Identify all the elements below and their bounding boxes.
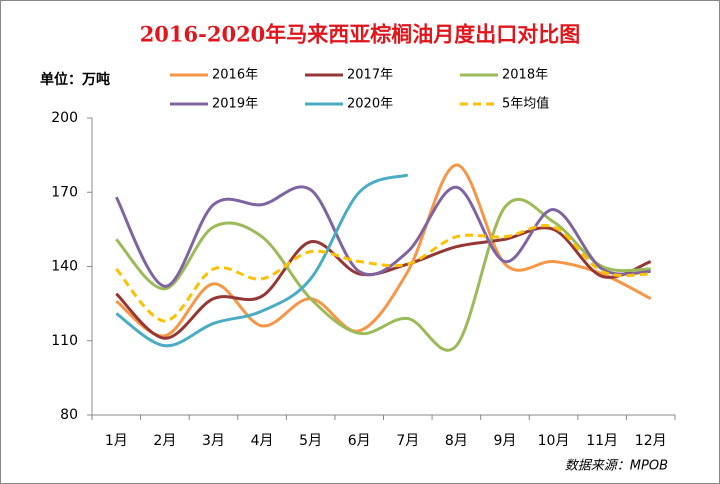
y-tick-label: 200: [51, 110, 78, 126]
x-tick-label: 9月: [493, 433, 516, 449]
y-tick-label: 140: [51, 259, 78, 275]
y-tick-label: 170: [51, 184, 78, 200]
x-tick-label: 2月: [153, 433, 176, 449]
legend-label: 2016年: [212, 68, 258, 83]
legend-label: 2017年: [347, 68, 393, 83]
legend-label: 2020年: [347, 97, 393, 112]
y-tick-label: 110: [51, 333, 78, 349]
x-tick-label: 11月: [586, 433, 618, 449]
x-tick-label: 7月: [396, 433, 419, 449]
x-tick-label: 12月: [635, 433, 667, 449]
x-tick-label: 3月: [202, 433, 225, 449]
legend-label: 2018年: [502, 68, 548, 83]
y-axis-label: 单位：万吨: [40, 71, 110, 88]
legend-label: 5年均值: [502, 96, 549, 112]
chart-title: 2016-2020年马来西亚棕榈油月度出口对比图: [140, 22, 581, 47]
series-line: [115, 163, 652, 338]
series-line: [115, 198, 651, 352]
legend-label: 2019年: [212, 97, 258, 112]
x-tick-label: 1月: [105, 433, 128, 449]
x-tick-label: 10月: [538, 433, 570, 449]
x-tick-label: 8月: [445, 433, 468, 449]
x-tick-label: 6月: [348, 433, 371, 449]
x-tick-label: 4月: [251, 433, 274, 449]
series-line: [115, 173, 409, 348]
series-line: [115, 224, 651, 323]
source: 数据来源：MPOB: [565, 459, 668, 474]
series-line: [114, 185, 651, 288]
y-tick-label: 80: [60, 407, 78, 423]
x-tick-label: 5月: [299, 433, 322, 449]
